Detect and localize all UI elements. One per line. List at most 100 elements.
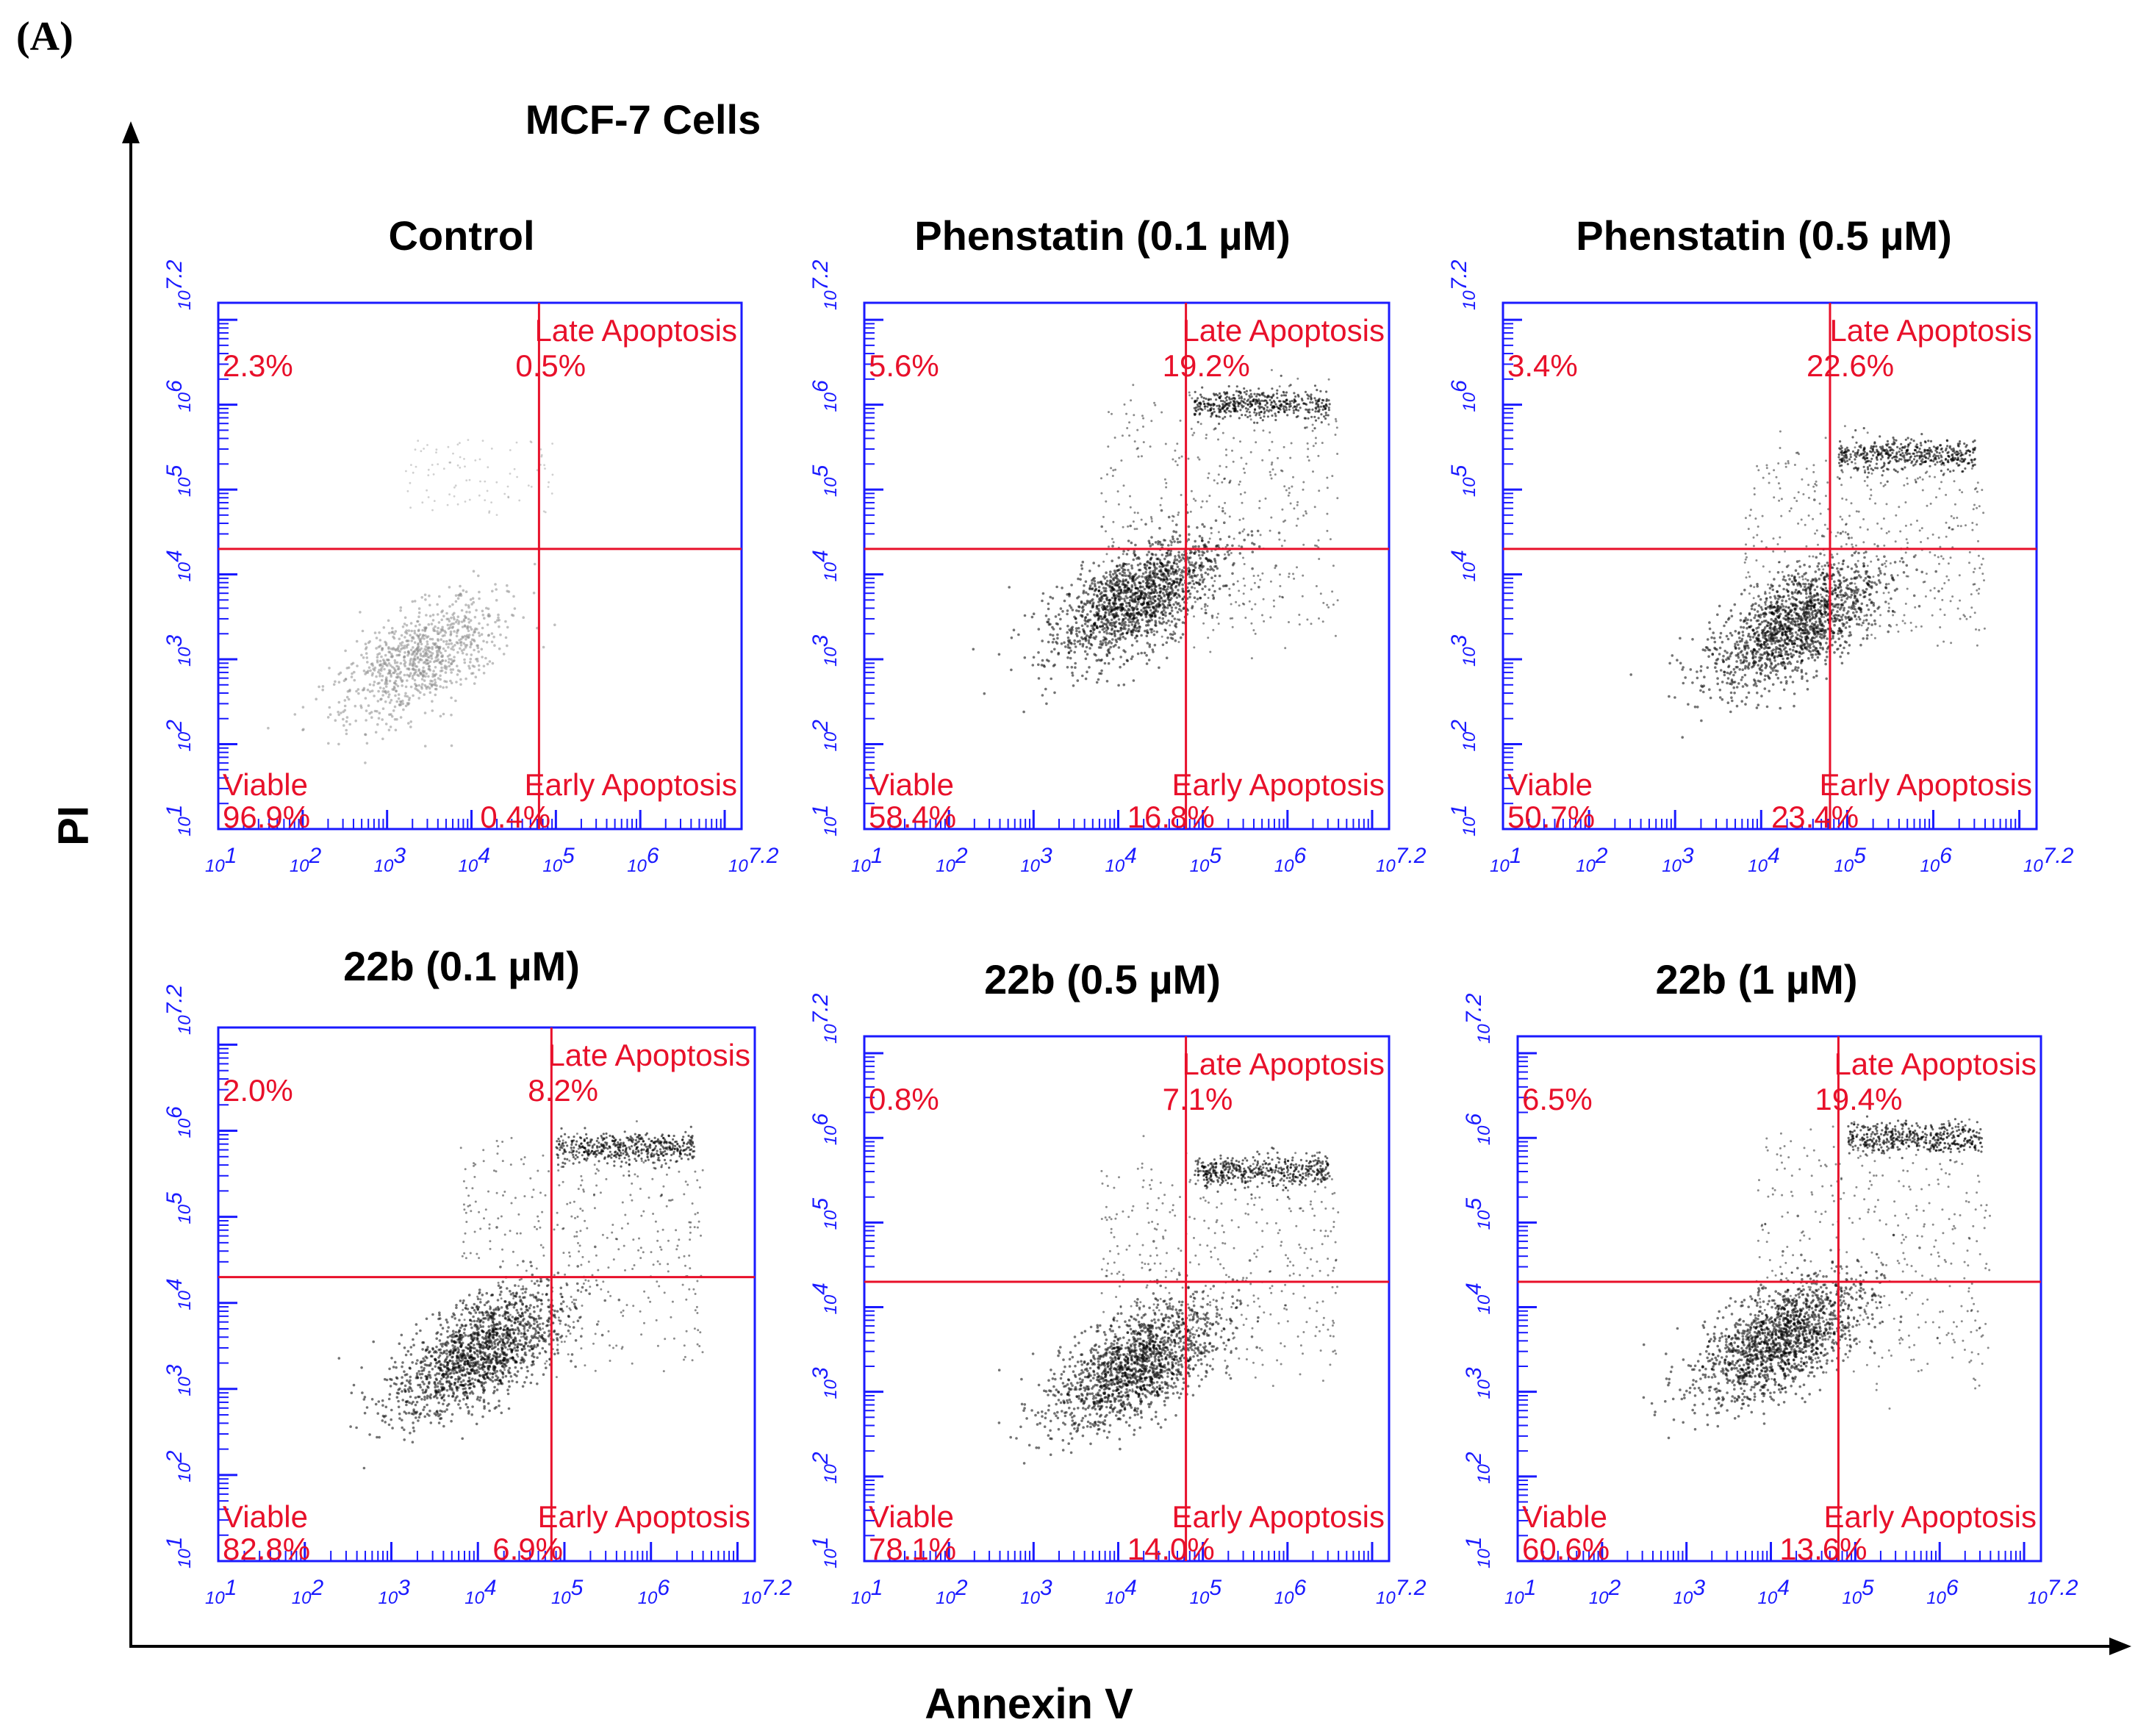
scatter-point [1890, 597, 1893, 600]
scatter-point [1212, 402, 1215, 406]
scatter-point [449, 632, 453, 636]
scatter-point [1159, 562, 1163, 565]
scatter-point [343, 704, 347, 708]
scatter-point [1136, 512, 1139, 514]
scatter-point [379, 663, 383, 666]
scatter-point [1789, 675, 1792, 678]
scatter-point [1794, 603, 1798, 606]
scatter-point [1089, 610, 1092, 613]
scatter-point [1840, 598, 1843, 602]
scatter-point [1141, 572, 1145, 575]
scatter-point [449, 668, 453, 671]
scatter-point [359, 704, 362, 707]
scatter-point [1136, 564, 1140, 567]
scatter-point [1053, 648, 1056, 651]
scatter-point [1334, 434, 1337, 436]
scatter-point [383, 667, 386, 671]
y-tick-label: 102 [808, 720, 841, 752]
scatter-point [1150, 552, 1154, 556]
scatter-point [1169, 624, 1172, 627]
frame-y-arrow [122, 121, 140, 143]
scatter-point [1274, 415, 1277, 417]
lower-left-percent: 96.9% [223, 800, 310, 834]
scatter-point [1773, 578, 1776, 581]
scatter-point [1174, 639, 1177, 642]
scatter-point [397, 675, 400, 678]
scatter-point [1091, 606, 1094, 609]
scatter-point [542, 645, 545, 649]
scatter-point [1192, 582, 1196, 586]
scatter-point [390, 698, 393, 702]
scatter-point [1201, 523, 1204, 526]
scatter-point [1074, 627, 1078, 630]
scatter-point [1194, 539, 1197, 543]
scatter-point [1200, 537, 1204, 539]
scatter-point [1315, 585, 1318, 587]
scatter-point [423, 660, 427, 664]
scatter-point [1236, 580, 1239, 583]
scatter-point [1288, 384, 1291, 387]
scatter-point [446, 623, 450, 627]
scatter-point [1747, 691, 1751, 695]
scatter-point [438, 595, 441, 598]
scatter-point [1213, 394, 1216, 397]
scatter-point [377, 670, 380, 674]
scatter-point [1125, 584, 1129, 587]
scatter-point [426, 444, 428, 446]
scatter-point [1149, 628, 1152, 631]
scatter-point [1089, 630, 1092, 633]
scatter-point [491, 589, 494, 593]
scatter-point [428, 637, 432, 641]
scatter-point [1324, 412, 1327, 415]
scatter-point [1890, 574, 1893, 577]
scatter-point [397, 693, 401, 696]
scatter-point [1060, 642, 1063, 645]
scatter-point [547, 486, 550, 488]
scatter-point [459, 641, 463, 644]
scatter-point [1269, 431, 1271, 434]
scatter-point [1826, 656, 1829, 659]
scatter-point [482, 672, 486, 675]
scatter-point [442, 712, 445, 716]
scatter-point [1174, 460, 1177, 463]
x-tick-label: 105 [542, 844, 575, 876]
scatter-point [407, 722, 410, 725]
scatter-point [1132, 384, 1135, 387]
scatter-point [1750, 607, 1754, 611]
scatter-point [1769, 626, 1772, 629]
scatter-point [1864, 577, 1868, 580]
scatter-point [1729, 682, 1732, 685]
scatter-point [406, 653, 409, 657]
scatter-point [1163, 609, 1166, 612]
scatter-point [1238, 589, 1241, 592]
scatter-point [464, 465, 466, 468]
scatter-point [1798, 655, 1801, 658]
scatter-point [1122, 584, 1125, 587]
scatter-point [1056, 636, 1059, 640]
scatter-point [1153, 565, 1156, 568]
scatter-point [1172, 631, 1175, 633]
scatter-point [1122, 683, 1126, 686]
scatter-point [1111, 657, 1115, 661]
scatter-point [1206, 405, 1209, 408]
scatter-point [1102, 639, 1105, 642]
scatter-point [513, 467, 516, 470]
scatter-point [354, 720, 358, 722]
scatter-point [1815, 578, 1818, 582]
scatter-point [1221, 481, 1224, 484]
scatter-point [1282, 405, 1285, 408]
scatter-point [1732, 686, 1735, 689]
scatter-point [405, 639, 409, 642]
scatter-point [1798, 565, 1801, 568]
scatter-point [424, 645, 428, 648]
scatter-point [1318, 410, 1321, 413]
scatter-point [1735, 686, 1739, 689]
scatter-point [1249, 389, 1252, 392]
scatter-point [1221, 509, 1224, 513]
scatter-point [381, 694, 384, 697]
scatter-point [1131, 579, 1134, 583]
scatter-point [436, 603, 439, 606]
scatter-point [1850, 567, 1854, 570]
scatter-point [1789, 638, 1792, 642]
